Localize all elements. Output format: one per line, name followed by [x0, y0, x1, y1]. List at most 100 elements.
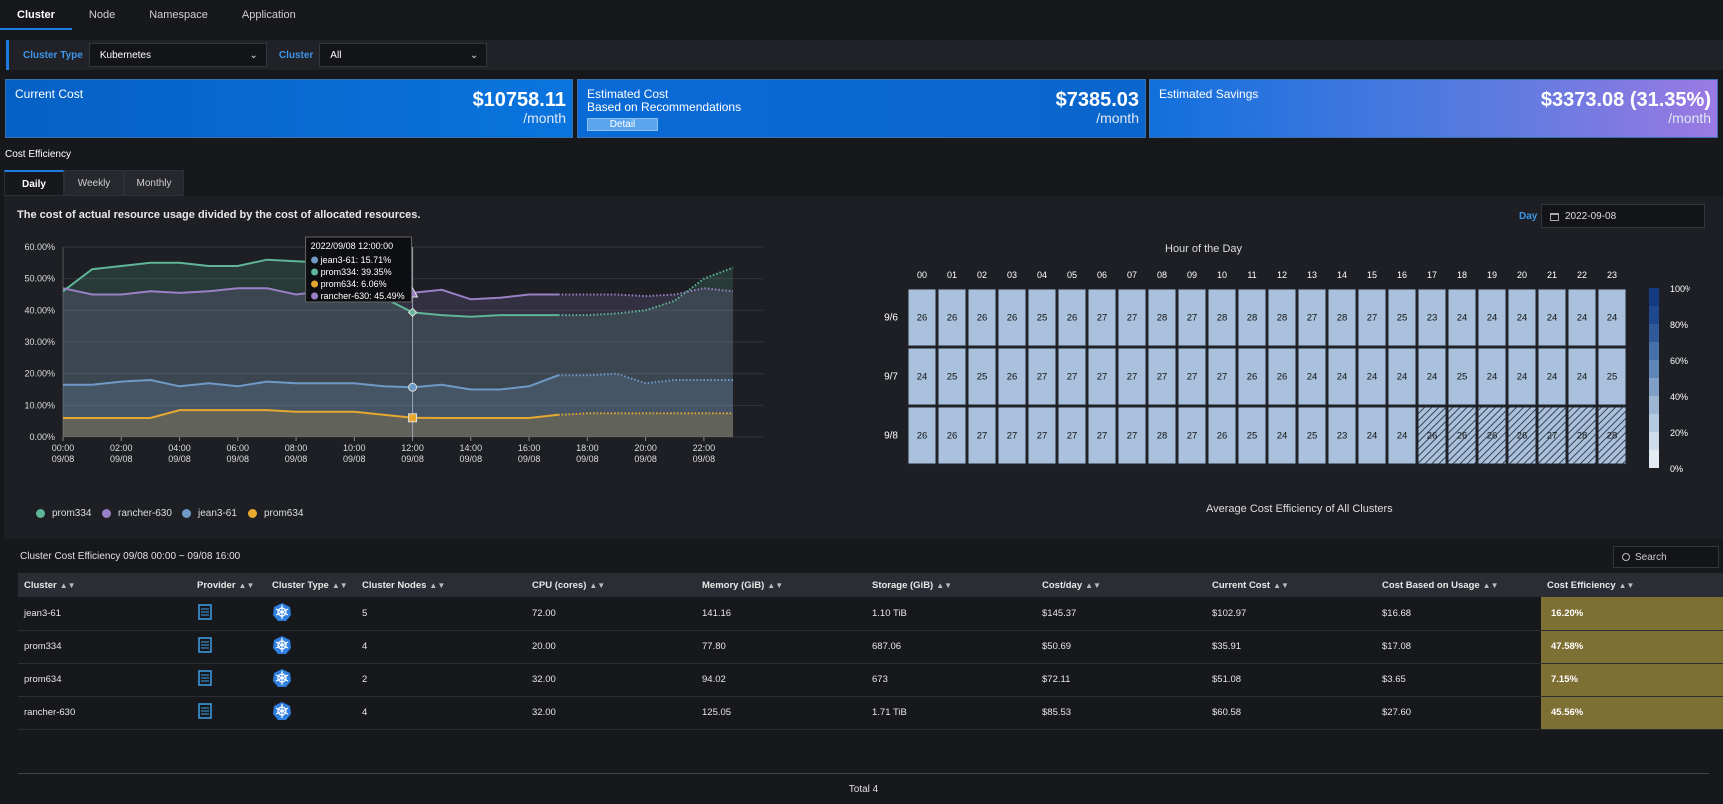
- heatmap-cell[interactable]: [1117, 347, 1147, 406]
- series-forecast-prom634[interactable]: [558, 412, 733, 416]
- heatmap-cell[interactable]: [1327, 347, 1357, 406]
- col-cost-based-on-usage[interactable]: Cost Based on Usage ▲▼: [1376, 573, 1541, 597]
- heatmap-cell[interactable]: [1207, 288, 1237, 347]
- heatmap-cell[interactable]: [1537, 288, 1567, 347]
- heatmap-cell[interactable]: [967, 347, 997, 406]
- col-cost-day[interactable]: Cost/day ▲▼: [1036, 573, 1206, 597]
- detail-button[interactable]: Detail: [587, 118, 658, 131]
- heatmap-cell[interactable]: [1387, 347, 1417, 406]
- heatmap-cell[interactable]: [1027, 288, 1057, 347]
- heatmap-cell[interactable]: [1297, 347, 1327, 406]
- heatmap-cell[interactable]: [1177, 406, 1207, 465]
- col-cluster[interactable]: Cluster ▲▼: [18, 573, 191, 597]
- heatmap-cell[interactable]: [1087, 288, 1117, 347]
- heatmap-cell[interactable]: [1147, 347, 1177, 406]
- table-row[interactable]: rancher-630 4 32.00 125.05 1.71 TiB $85.53 $60…: [18, 696, 1723, 730]
- heatmap-cell[interactable]: [1417, 347, 1447, 406]
- heatmap-cell[interactable]: [1327, 406, 1357, 465]
- heatmap-cell[interactable]: [1117, 288, 1147, 347]
- table-row[interactable]: prom334 4 20.00 77.80 687.06 $50.69 $35.91 $17.…: [18, 630, 1723, 664]
- heatmap-cell[interactable]: [1357, 347, 1387, 406]
- date-picker[interactable]: 2022-09-08: [1541, 204, 1705, 228]
- heatmap-cell[interactable]: [1567, 347, 1597, 406]
- col-storage[interactable]: Storage (GiB) ▲▼: [866, 573, 1036, 597]
- heatmap-cell[interactable]: [967, 406, 997, 465]
- col-memory[interactable]: Memory (GiB) ▲▼: [696, 573, 866, 597]
- col-cluster-nodes[interactable]: Cluster Nodes ▲▼: [356, 573, 526, 597]
- legend-item-jean3-61[interactable]: jean3-61: [182, 508, 237, 519]
- heatmap-cell[interactable]: [1147, 406, 1177, 465]
- heatmap-cell[interactable]: [1267, 406, 1297, 465]
- heatmap-cell[interactable]: [1177, 288, 1207, 347]
- heatmap-cell[interactable]: [1087, 406, 1117, 465]
- heatmap-cell[interactable]: [907, 347, 937, 406]
- tab-weekly[interactable]: Weekly: [64, 170, 124, 196]
- heatmap-cell[interactable]: [1057, 406, 1087, 465]
- heatmap-cell[interactable]: [1237, 406, 1267, 465]
- heatmap-cell[interactable]: [1507, 406, 1537, 465]
- tab-cluster[interactable]: Cluster: [0, 0, 72, 30]
- series-forecast-prom334[interactable]: [558, 266, 734, 317]
- tab-namespace[interactable]: Namespace: [149, 9, 208, 21]
- tab-application[interactable]: Application: [241, 9, 296, 21]
- heatmap-cell[interactable]: [1267, 347, 1297, 406]
- heatmap-cell[interactable]: [937, 288, 967, 347]
- heatmap-cell[interactable]: [1357, 288, 1387, 347]
- tab-daily[interactable]: Daily: [4, 170, 64, 196]
- heatmap-cell[interactable]: [1177, 347, 1207, 406]
- tab-monthly[interactable]: Monthly: [124, 170, 184, 196]
- heatmap-cell[interactable]: [967, 288, 997, 347]
- heatmap-cell[interactable]: [1597, 288, 1627, 347]
- heatmap-cell[interactable]: [1597, 347, 1627, 406]
- heatmap-cell[interactable]: [1057, 288, 1087, 347]
- heatmap-cell[interactable]: [937, 347, 967, 406]
- heatmap-cell[interactable]: [1027, 406, 1057, 465]
- heatmap-cell[interactable]: [1417, 406, 1447, 465]
- legend-item-prom334[interactable]: prom334: [36, 508, 91, 519]
- heatmap-cell[interactable]: [1027, 347, 1057, 406]
- point-prom334[interactable]: [407, 307, 418, 318]
- heatmap-cell[interactable]: [1207, 347, 1237, 406]
- heatmap-cell[interactable]: [1237, 288, 1267, 347]
- point-jean3-61[interactable]: [408, 382, 418, 392]
- col-cpu[interactable]: CPU (cores) ▲▼: [526, 573, 696, 597]
- series-forecast-rancher-630[interactable]: [558, 287, 734, 298]
- heatmap-cell[interactable]: [1297, 406, 1327, 465]
- heatmap-cell[interactable]: [1537, 406, 1567, 465]
- legend-item-rancher-630[interactable]: rancher-630: [102, 508, 172, 519]
- heatmap-cell[interactable]: [1477, 288, 1507, 347]
- heatmap-cell[interactable]: [907, 288, 937, 347]
- heatmap-cell[interactable]: [1057, 347, 1087, 406]
- series-line-prom634[interactable]: [63, 409, 559, 419]
- heatmap-cell[interactable]: [1447, 406, 1477, 465]
- heatmap-cell[interactable]: [997, 288, 1027, 347]
- heatmap-cell[interactable]: [1147, 288, 1177, 347]
- col-current-cost[interactable]: Current Cost ▲▼: [1206, 573, 1376, 597]
- heatmap-cell[interactable]: [1087, 347, 1117, 406]
- heatmap-cell[interactable]: [1447, 288, 1477, 347]
- heatmap-cell[interactable]: [1297, 288, 1327, 347]
- heatmap-cell[interactable]: [937, 406, 967, 465]
- heatmap-cell[interactable]: [1567, 406, 1597, 465]
- heatmap-cell[interactable]: [1267, 288, 1297, 347]
- cluster-type-select[interactable]: Kubernetes ⌄: [88, 43, 267, 67]
- heatmap-cell[interactable]: [1237, 347, 1267, 406]
- legend-item-prom634[interactable]: prom634: [248, 508, 303, 519]
- heatmap-cell[interactable]: [1507, 347, 1537, 406]
- col-cluster-type[interactable]: Cluster Type ▲▼: [266, 573, 356, 597]
- heatmap-cell[interactable]: [1327, 288, 1357, 347]
- heatmap-cell[interactable]: [1117, 406, 1147, 465]
- heatmap-cell[interactable]: [1567, 288, 1597, 347]
- tab-node[interactable]: Node: [88, 9, 116, 21]
- point-prom634[interactable]: [408, 413, 418, 423]
- heatmap-cell[interactable]: [1447, 347, 1477, 406]
- heatmap-cell[interactable]: [1507, 288, 1537, 347]
- col-cost-efficiency[interactable]: Cost Efficiency ▲▼: [1541, 573, 1723, 597]
- heatmap-cell[interactable]: [907, 406, 937, 465]
- heatmap-cell[interactable]: [1207, 406, 1237, 465]
- heatmap-cell[interactable]: [1597, 406, 1627, 465]
- search-input[interactable]: Search: [1613, 546, 1719, 568]
- table-row[interactable]: prom634 2 32.00 94.02 673 $72.11 $51.08 $3.65 7.…: [18, 663, 1723, 697]
- heatmap-cell[interactable]: [1537, 347, 1567, 406]
- heatmap-cell[interactable]: [1387, 406, 1417, 465]
